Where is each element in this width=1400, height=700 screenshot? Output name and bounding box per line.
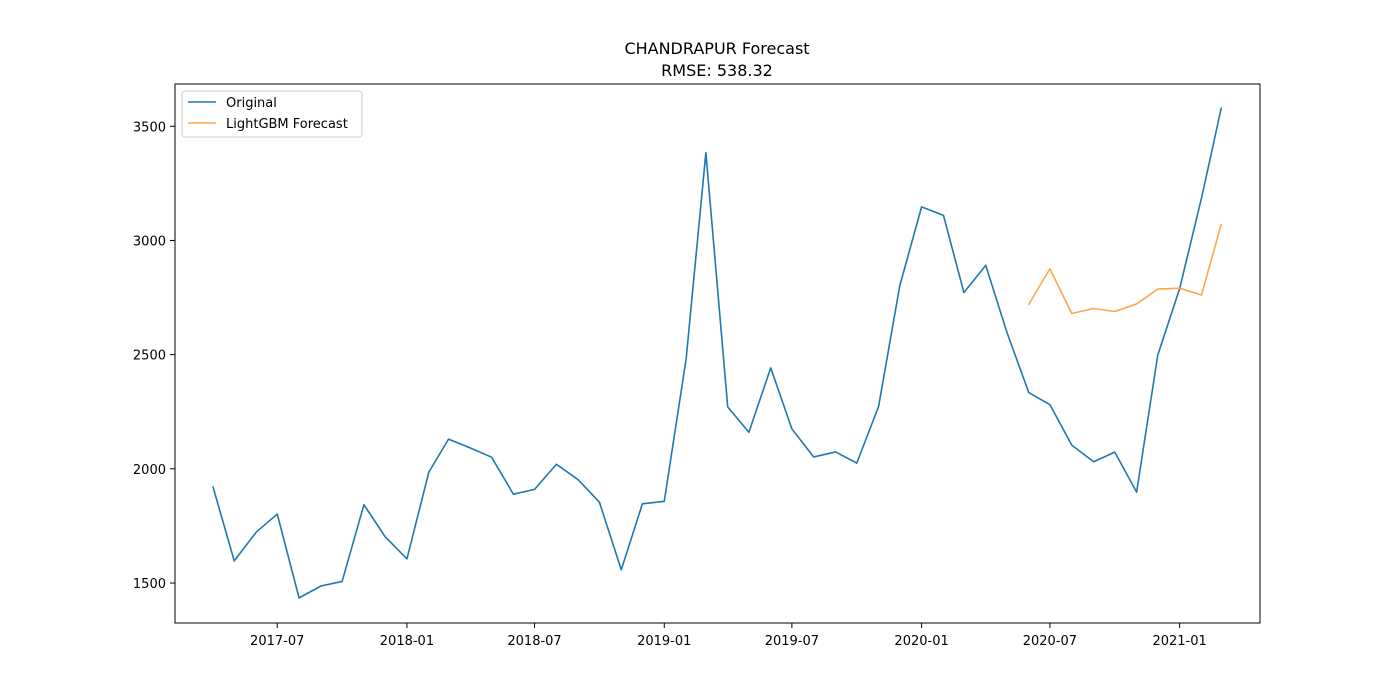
- series-line-lightgbm-forecast: [1027, 223, 1223, 315]
- y-tick-label: 2000: [133, 463, 166, 478]
- plot-area-frame: [174, 83, 1261, 624]
- legend: Original LightGBM Forecast: [181, 90, 363, 138]
- y-tick-label: 3000: [133, 234, 166, 249]
- x-tick-label: 2018-01: [380, 634, 434, 649]
- x-tick-label: 2019-07: [765, 634, 819, 649]
- series-layer: [212, 107, 1223, 599]
- x-axis: 2017-07 2018-01 2018-07 2019-01 2019-07 2020-…: [250, 623, 1207, 649]
- x-tick-label: 2020-07: [1023, 634, 1077, 649]
- x-tick-label: 2019-01: [637, 634, 691, 649]
- y-tick-label: 1500: [133, 577, 166, 592]
- y-tick-label: 2500: [133, 349, 166, 364]
- x-tick-label: 2021-01: [1152, 634, 1206, 649]
- x-tick-label: 2018-07: [507, 634, 561, 649]
- legend-label: LightGBM Forecast: [226, 117, 348, 132]
- y-axis: 1500 2000 2500 3000 3500: [133, 120, 175, 592]
- chart-subtitle: RMSE: 538.32: [661, 61, 773, 80]
- chart-title: CHANDRAPUR Forecast: [624, 39, 809, 58]
- series-line-original: [212, 107, 1223, 599]
- legend-box: [181, 90, 363, 138]
- x-tick-label: 2020-01: [894, 634, 948, 649]
- x-tick-label: 2017-07: [250, 634, 304, 649]
- legend-label: Original: [226, 96, 277, 111]
- y-tick-label: 3500: [133, 120, 166, 135]
